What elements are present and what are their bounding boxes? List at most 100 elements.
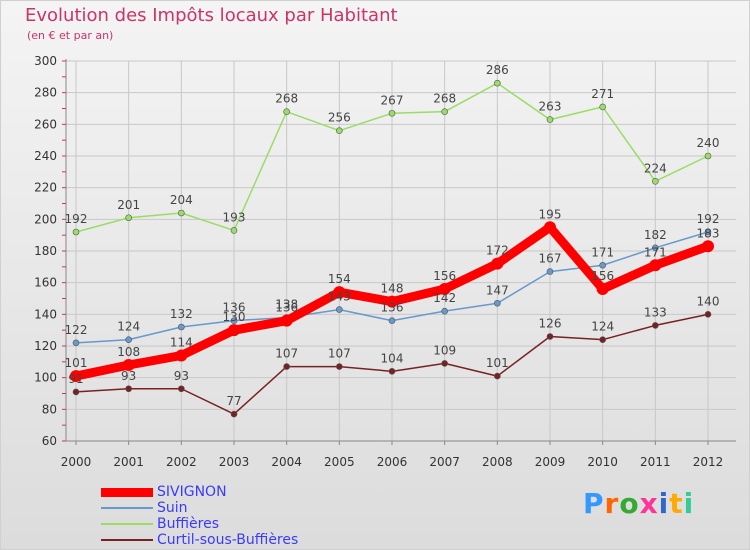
y-tick-label: 300 <box>34 54 57 68</box>
chart-subtitle: (en € et par an) <box>27 29 114 42</box>
data-point <box>178 385 185 393</box>
data-label: 107 <box>328 347 351 361</box>
data-label: 140 <box>697 294 720 308</box>
data-label: 126 <box>539 317 562 331</box>
y-tick-label: 160 <box>34 276 57 290</box>
data-label: 268 <box>433 92 456 106</box>
data-label: 114 <box>170 336 193 350</box>
x-tick-label: 2004 <box>271 455 302 469</box>
data-label: 171 <box>591 245 614 259</box>
data-label: 256 <box>328 111 351 125</box>
x-tick-label: 2006 <box>377 455 408 469</box>
y-tick-label: 120 <box>34 339 57 353</box>
y-tick-label: 100 <box>34 371 57 385</box>
logo-letter: P <box>583 487 605 520</box>
data-point <box>125 214 132 222</box>
data-label: 147 <box>486 283 509 297</box>
data-point <box>336 363 343 370</box>
data-label: 132 <box>170 307 193 321</box>
data-label: 101 <box>65 356 88 370</box>
data-label: 286 <box>486 63 509 77</box>
y-tick-label: 260 <box>34 117 57 131</box>
legend-label: SIVIGNON <box>157 484 227 500</box>
x-tick-label: 2010 <box>587 455 618 469</box>
data-point <box>652 178 659 185</box>
data-point <box>336 306 343 313</box>
y-tick-label: 220 <box>34 181 57 195</box>
data-point <box>704 152 712 160</box>
data-point <box>544 221 556 234</box>
data-label: 138 <box>275 298 298 312</box>
data-point <box>70 370 82 383</box>
logo-letter: i <box>658 487 670 520</box>
data-point <box>228 324 240 337</box>
x-tick-label: 2007 <box>429 455 460 469</box>
data-point <box>72 339 80 347</box>
y-tick-label: 60 <box>42 434 57 448</box>
proxiti-logo: Proxiti <box>583 487 694 520</box>
data-label: 108 <box>117 345 140 359</box>
y-tick-label: 280 <box>34 86 57 100</box>
data-label: 167 <box>539 252 562 266</box>
logo-letter: i <box>683 487 695 520</box>
data-point <box>704 311 712 318</box>
y-tick-label: 240 <box>34 149 57 163</box>
data-label: 154 <box>328 272 351 286</box>
data-label: 240 <box>697 136 720 150</box>
data-label: 193 <box>223 210 246 224</box>
data-label: 109 <box>433 343 456 357</box>
data-label: 124 <box>117 320 140 334</box>
data-point <box>438 283 451 295</box>
data-label: 183 <box>697 226 720 240</box>
data-label: 156 <box>591 269 614 283</box>
data-label: 263 <box>539 100 562 114</box>
data-label: 133 <box>644 305 667 319</box>
data-point <box>702 240 714 253</box>
data-point <box>283 108 290 115</box>
x-tick-label: 2011 <box>640 455 671 469</box>
data-point <box>230 317 238 324</box>
data-point <box>336 127 343 134</box>
y-tick-label: 180 <box>34 244 57 258</box>
data-label: 192 <box>697 212 720 226</box>
data-point <box>125 336 132 343</box>
data-point <box>230 410 238 418</box>
data-label: 77 <box>226 394 241 408</box>
x-tick-label: 2012 <box>693 455 724 469</box>
x-tick-label: 2001 <box>113 455 144 469</box>
data-point <box>546 116 554 123</box>
x-tick-label: 2005 <box>324 455 355 469</box>
data-point <box>441 108 448 115</box>
data-point <box>546 333 554 340</box>
data-point <box>494 372 501 380</box>
data-point <box>175 349 188 362</box>
data-point <box>386 295 398 308</box>
data-label: 224 <box>644 161 667 175</box>
data-point <box>178 323 185 331</box>
data-point <box>546 268 554 275</box>
logo-letter: t <box>669 487 684 520</box>
legend-swatch <box>101 523 153 525</box>
x-tick-label: 2003 <box>219 455 250 469</box>
data-label: 172 <box>486 244 509 258</box>
data-point <box>652 322 659 329</box>
data-point <box>441 307 448 315</box>
data-point <box>230 227 238 234</box>
legend-label: Curtil-sous-Buffières <box>157 532 299 548</box>
data-point <box>599 261 606 269</box>
data-point <box>72 388 80 396</box>
data-point <box>280 314 293 327</box>
data-point <box>122 359 135 371</box>
x-tick-label: 2002 <box>166 455 197 469</box>
data-label: 267 <box>381 93 404 107</box>
data-label: 104 <box>381 351 404 365</box>
data-point <box>704 228 712 236</box>
x-tick-label: 2000 <box>61 455 92 469</box>
data-label: 107 <box>275 347 298 361</box>
logo-letter: o <box>619 487 640 520</box>
data-point <box>388 317 396 324</box>
y-tick-label: 80 <box>42 402 57 416</box>
data-label: 204 <box>170 193 193 207</box>
data-label: 93 <box>121 369 136 383</box>
